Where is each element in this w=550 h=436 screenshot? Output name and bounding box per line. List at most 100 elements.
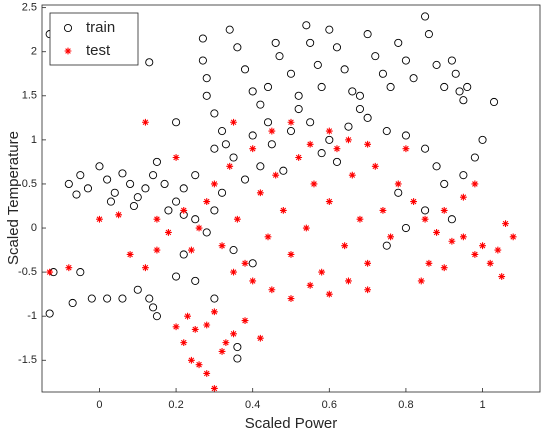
legend-label: train — [86, 19, 115, 36]
legend-entry: train — [63, 19, 115, 36]
train-point — [279, 166, 288, 175]
train-point — [401, 223, 410, 233]
train-point — [202, 91, 211, 100]
test-point — [153, 215, 161, 223]
test-point — [191, 326, 199, 333]
test-point — [348, 171, 356, 179]
test-point — [218, 242, 226, 250]
train-point — [179, 184, 188, 193]
train-point — [83, 184, 93, 193]
train-point — [371, 52, 380, 61]
test-point — [287, 251, 295, 258]
y-tick-label: 0.5 — [22, 178, 37, 190]
test-point — [233, 215, 241, 223]
train-point — [68, 298, 77, 308]
train-point — [332, 157, 342, 166]
test-point — [203, 198, 211, 205]
plot-area — [45, 12, 517, 392]
y-tick-label: 2.5 — [22, 2, 37, 14]
test-point — [218, 348, 226, 355]
train-point — [421, 12, 430, 21]
x-tick-label: 0.8 — [398, 399, 413, 411]
y-tick-label: -1.5 — [18, 354, 37, 366]
test-point — [226, 162, 234, 170]
train-point — [221, 140, 230, 149]
x-tick-label: 1 — [479, 399, 485, 411]
axes-box — [41, 4, 541, 393]
train-point — [378, 69, 387, 78]
test-point — [268, 127, 276, 135]
train-point — [229, 153, 238, 162]
train-point — [106, 197, 116, 206]
y-tick-label: -1 — [27, 310, 37, 322]
train-point — [202, 74, 211, 83]
train-point — [401, 56, 410, 65]
legend-marker — [63, 23, 73, 33]
test-point — [306, 140, 314, 148]
legend-marker — [64, 47, 72, 55]
test-point — [325, 290, 333, 298]
test-point — [268, 286, 276, 294]
test-point — [222, 339, 230, 347]
test-point — [325, 198, 333, 205]
test-point — [210, 180, 218, 188]
train-point — [210, 109, 219, 118]
train-point — [248, 87, 257, 96]
train-point — [118, 294, 127, 303]
train-point — [421, 206, 430, 215]
test-point — [210, 308, 218, 316]
test-point — [310, 180, 318, 188]
test-point — [387, 233, 394, 241]
train-point — [421, 144, 430, 153]
y-tick-label: -0.5 — [18, 266, 37, 278]
test-point — [471, 180, 479, 188]
train-point — [355, 104, 365, 114]
x-tick-label: 0 — [96, 399, 102, 411]
test-point — [287, 118, 295, 126]
train-point — [348, 87, 357, 96]
train-point — [294, 91, 303, 100]
train-point — [382, 127, 391, 136]
train-point — [294, 104, 303, 114]
train-point — [233, 354, 242, 363]
test-point — [471, 251, 479, 258]
test-point — [494, 246, 502, 254]
train-point — [470, 153, 479, 162]
test-point — [421, 215, 429, 223]
test-point — [345, 136, 352, 144]
train-point — [87, 294, 96, 303]
test-point — [172, 154, 180, 161]
test-point — [410, 198, 417, 205]
test-point — [425, 259, 433, 267]
test-point — [249, 145, 257, 153]
test-point — [184, 312, 191, 320]
train-point — [306, 118, 315, 127]
test-point — [195, 224, 203, 232]
test-point — [241, 259, 249, 267]
train-point — [191, 215, 200, 224]
train-point — [455, 87, 464, 96]
test-point — [333, 145, 341, 153]
train-point — [286, 69, 296, 78]
train-point — [198, 56, 207, 65]
test-point — [230, 330, 237, 338]
test-point — [498, 273, 506, 280]
train-point — [149, 303, 158, 312]
legend-label: test — [86, 42, 111, 59]
train-point — [363, 30, 372, 39]
train-point — [267, 140, 276, 149]
y-tick-label: 2 — [31, 46, 37, 58]
train-point — [133, 193, 142, 202]
test-point — [306, 281, 314, 289]
test-point — [302, 224, 310, 232]
train-point — [210, 206, 219, 215]
test-point — [230, 268, 237, 276]
train-point — [451, 69, 460, 78]
x-tick-label: 0.4 — [245, 399, 260, 411]
test-point — [364, 259, 372, 267]
test-point — [249, 277, 257, 285]
test-point — [188, 246, 195, 254]
train-point — [286, 127, 296, 136]
train-point — [172, 118, 181, 127]
